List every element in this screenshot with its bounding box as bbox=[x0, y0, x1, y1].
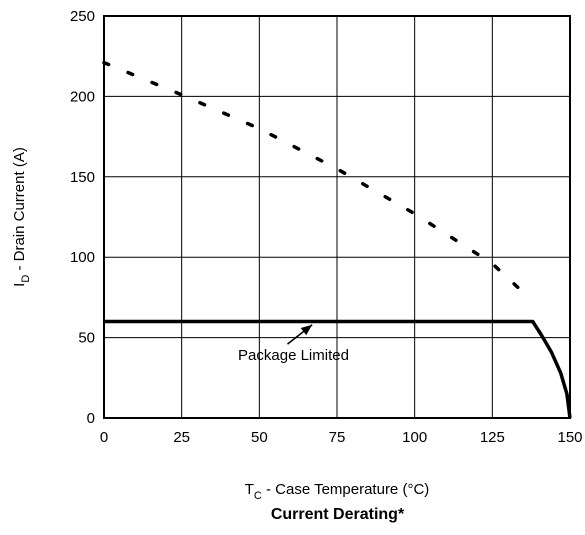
y-tick-label: 250 bbox=[70, 8, 95, 25]
y-tick-label: 200 bbox=[70, 88, 95, 105]
y-tick-label: 100 bbox=[70, 249, 95, 266]
x-tick-label: 50 bbox=[251, 429, 268, 446]
x-tick-label: 125 bbox=[480, 429, 505, 446]
x-tick-labels: 0 25 50 75 100 125 150 bbox=[100, 429, 583, 446]
x-tick-label: 75 bbox=[329, 429, 346, 446]
x-tick-label: 150 bbox=[557, 429, 582, 446]
y-axis-label: ID - Drain Current (A) bbox=[11, 147, 32, 287]
plot-frame bbox=[103, 15, 571, 419]
annotation-label: Package Limited bbox=[238, 347, 349, 364]
annotations: Package Limited bbox=[238, 324, 349, 364]
chart-title: Current Derating* bbox=[270, 506, 405, 523]
x-tick-label: 100 bbox=[402, 429, 427, 446]
x-tick-label: 25 bbox=[173, 429, 190, 446]
annotation-arrowhead bbox=[300, 324, 313, 336]
y-tick-label: 150 bbox=[70, 169, 95, 186]
y-tick-label: 0 bbox=[87, 410, 95, 427]
package-limited-series-line bbox=[104, 319, 572, 419]
x-axis-label: TC - Case Temperature (°C) bbox=[245, 481, 430, 502]
dashed-series-line bbox=[102, 60, 526, 295]
x-tick-label: 0 bbox=[100, 429, 108, 446]
y-tick-label: 50 bbox=[78, 330, 95, 347]
series-group bbox=[102, 60, 572, 419]
y-tick-labels: 0 50 100 150 200 250 bbox=[70, 8, 95, 427]
